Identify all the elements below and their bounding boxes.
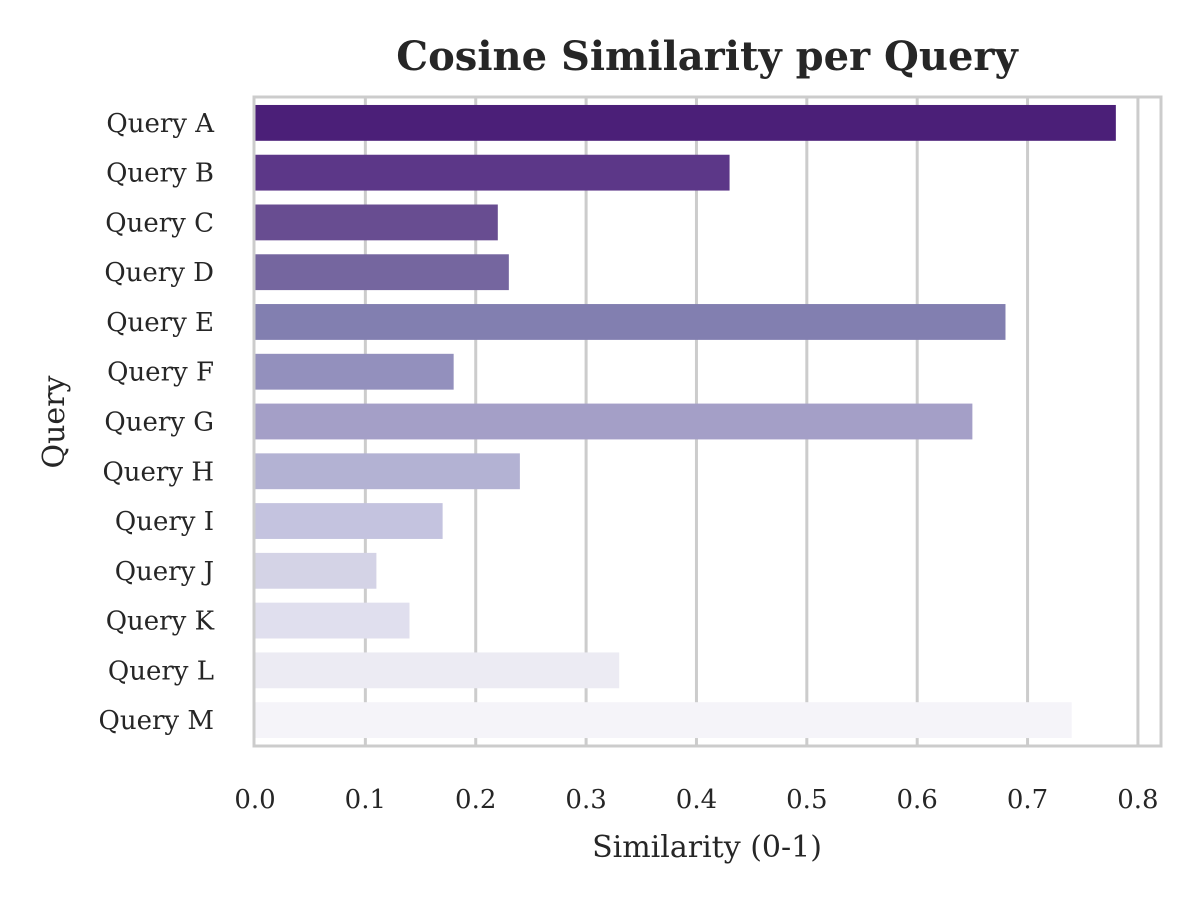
y-tick-label: Query F — [107, 358, 214, 388]
x-tick-label: 0.6 — [897, 785, 938, 815]
x-tick-label: 0.4 — [676, 785, 717, 815]
bar — [255, 104, 1116, 141]
bar — [255, 204, 498, 241]
x-tick-label: 0.8 — [1117, 785, 1158, 815]
y-tick-label: Query B — [106, 159, 214, 189]
x-tick-label: 0.5 — [786, 785, 827, 815]
x-tick-labels: 0.0 0.1 0.2 0.3 0.4 0.5 0.6 0.7 0.8 — [234, 785, 1158, 815]
y-axis-label: Query — [37, 375, 72, 468]
bar — [255, 602, 410, 639]
y-tick-label: Query E — [106, 308, 214, 338]
chart-title: Cosine Similarity per Query — [396, 33, 1019, 80]
x-tick-label: 0.3 — [565, 785, 606, 815]
y-tick-label: Query A — [106, 109, 215, 139]
bar — [255, 702, 1072, 739]
bar — [255, 403, 973, 440]
bars — [255, 104, 1116, 739]
y-tick-label: Query M — [99, 706, 214, 736]
y-tick-label: Query C — [105, 208, 214, 238]
x-tick-label: 0.2 — [455, 785, 496, 815]
bar — [255, 453, 520, 490]
y-tick-label: Query H — [102, 457, 214, 487]
y-tick-label: Query G — [104, 408, 214, 438]
x-axis-label: Similarity (0-1) — [592, 830, 822, 865]
bar — [255, 154, 730, 191]
y-tick-label: Query L — [108, 656, 214, 686]
bar — [255, 552, 377, 589]
y-tick-label: Query D — [104, 258, 214, 288]
y-tick-label: Query I — [115, 507, 214, 537]
x-tick-label: 0.7 — [1007, 785, 1048, 815]
x-tick-label: 0.1 — [345, 785, 386, 815]
plot-frame — [252, 95, 1163, 748]
bar — [255, 353, 454, 390]
bar — [255, 304, 1006, 340]
bar — [255, 503, 443, 539]
y-tick-label: Query K — [106, 607, 215, 637]
y-tick-labels: Query A Query B Query C Query D Query E Query… — [99, 109, 216, 736]
x-tick-label: 0.0 — [234, 785, 275, 815]
y-tick-label: Query J — [115, 557, 214, 587]
bar — [255, 254, 509, 291]
bar — [255, 652, 620, 689]
